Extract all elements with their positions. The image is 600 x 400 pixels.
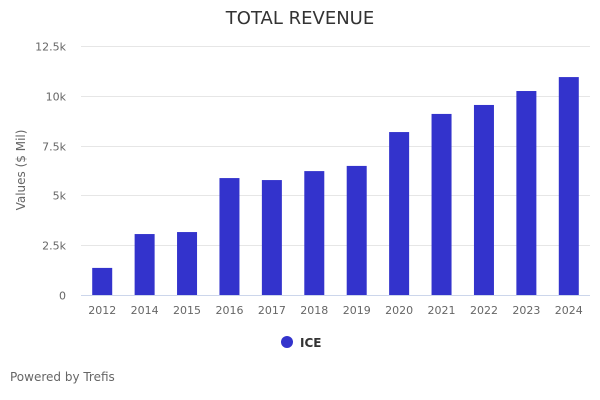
y-tick-label: 0 [59, 290, 66, 303]
y-tick-label: 12.5k [35, 41, 66, 54]
bar-2017 [261, 180, 282, 295]
bar-2015 [177, 232, 198, 295]
x-tick-label: 2022 [470, 304, 498, 317]
y-tick-label: 5k [53, 190, 67, 203]
bar-2019 [346, 165, 367, 295]
gridlines [81, 46, 590, 246]
x-tick-label: 2021 [428, 304, 456, 317]
y-axis-ticks: 0 2.5k 5k 7.5k 10k 12.5k [35, 41, 66, 303]
y-tick-label: 2.5k [42, 240, 66, 253]
bar-2018 [304, 171, 325, 295]
x-tick-label: 2012 [88, 304, 116, 317]
x-tick-label: 2024 [555, 304, 583, 317]
x-tick-label: 2019 [343, 304, 371, 317]
bar-2012 [92, 267, 113, 295]
legend-marker-ice [281, 336, 293, 348]
x-tick-label: 2015 [173, 304, 201, 317]
legend-label-ice[interactable]: ICE [300, 336, 321, 350]
x-tick-label: 2016 [215, 304, 243, 317]
legend[interactable]: ICE [281, 336, 321, 350]
bar-2022 [473, 104, 494, 296]
x-tick-label: 2017 [258, 304, 286, 317]
credit-text: Powered by Trefis [10, 370, 115, 384]
bar-2016 [219, 178, 240, 295]
bars [92, 77, 579, 296]
bar-2021 [431, 113, 452, 295]
y-tick-label: 10k [46, 91, 67, 104]
y-axis-label: Values ($ Mil) [14, 130, 28, 211]
bar-2014 [134, 234, 155, 295]
bar-2020 [389, 132, 410, 295]
bar-2024 [558, 77, 579, 296]
bar-2023 [516, 91, 537, 296]
x-tick-label: 2018 [300, 304, 328, 317]
y-tick-label: 7.5k [42, 141, 66, 154]
x-tick-label: 2020 [385, 304, 413, 317]
x-tick-label: 2014 [131, 304, 159, 317]
chart-title: TOTAL REVENUE [225, 8, 374, 29]
x-axis-ticks: 2012 2014 2015 2016 2017 2018 2019 2020 2021 2022… [88, 304, 583, 317]
x-tick-label: 2023 [512, 304, 540, 317]
